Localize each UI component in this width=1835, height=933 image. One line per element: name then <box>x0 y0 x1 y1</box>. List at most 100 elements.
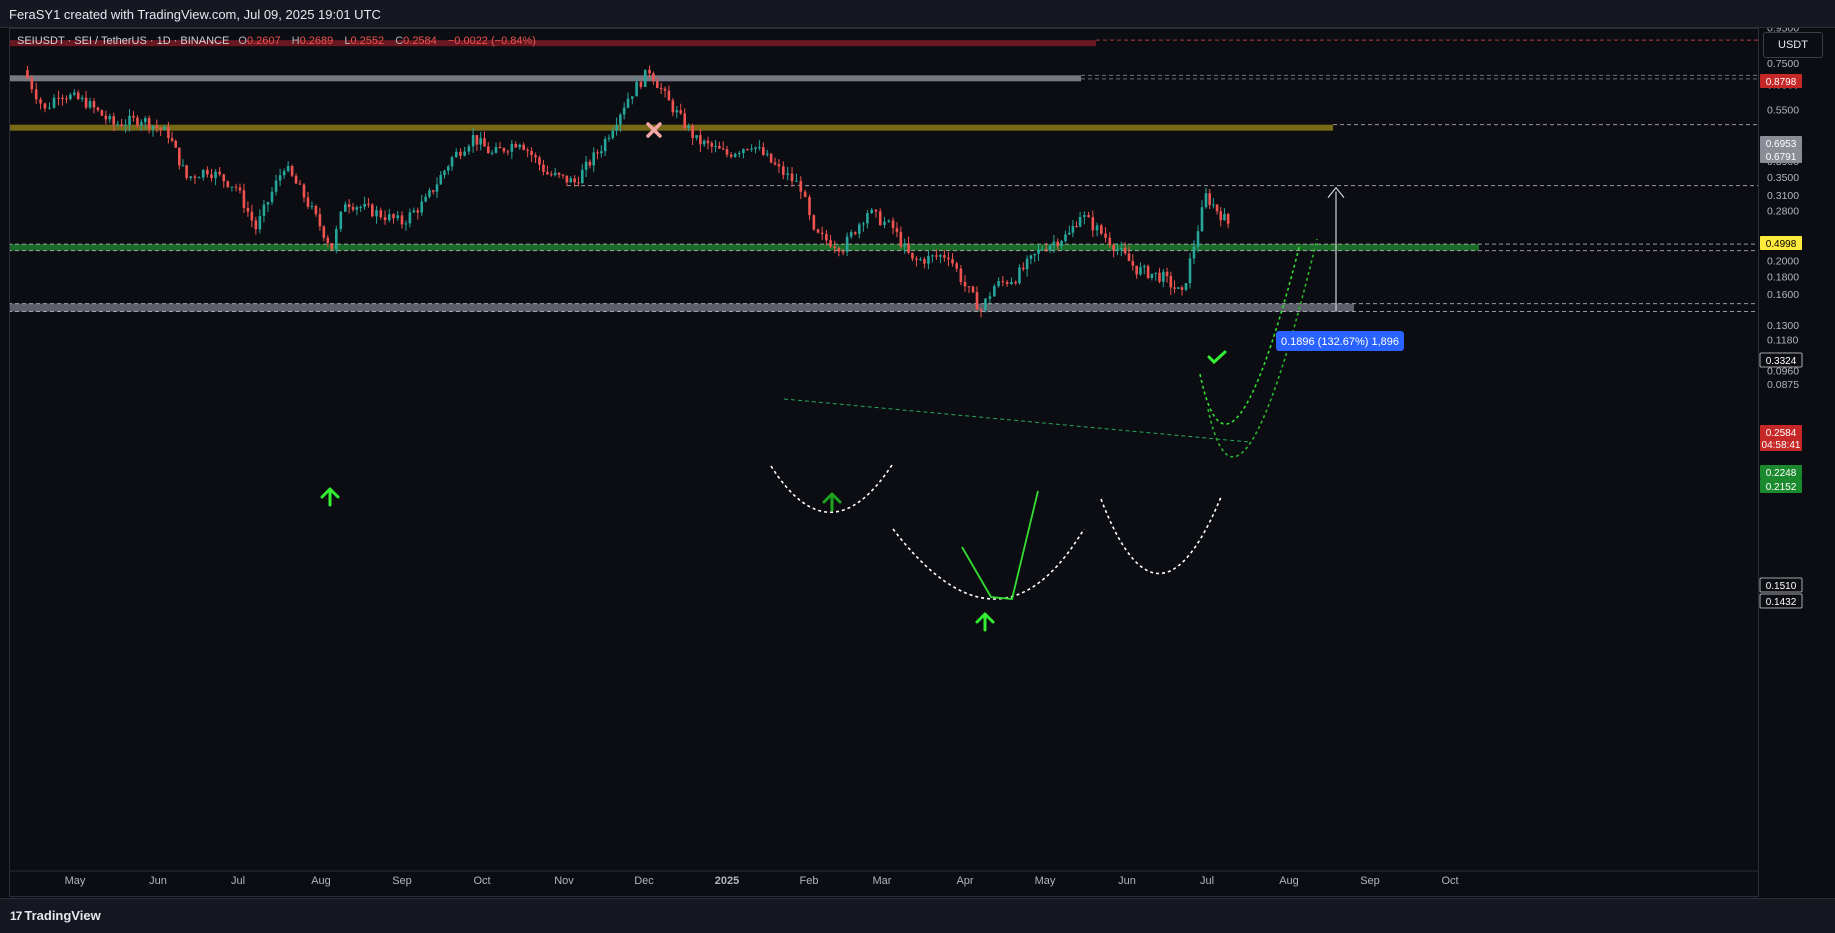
candle-body <box>506 151 510 153</box>
candle-body <box>733 153 737 157</box>
time-axis-label: May <box>65 875 86 887</box>
price-chart[interactable]: 0.1896 (132.67%) 1,896 May Jun Jul Aug Sep Oct… <box>10 29 1759 897</box>
candle-body <box>829 240 832 247</box>
candle-body <box>351 206 355 210</box>
candle-body <box>915 258 918 260</box>
low-value: 0.2552 <box>350 35 385 47</box>
candle-body <box>675 110 679 113</box>
zone-support[interactable] <box>10 244 1479 251</box>
candle-body <box>1078 216 1082 227</box>
candle-body <box>923 259 926 264</box>
candle-body <box>80 97 84 100</box>
candle-body <box>714 146 717 148</box>
candle-body <box>655 81 659 88</box>
time-axis-label: Sep <box>392 875 412 887</box>
candle-body <box>870 209 873 214</box>
candle-body <box>1180 287 1184 290</box>
candle-body <box>463 151 466 156</box>
cross-icon <box>646 122 662 138</box>
candle-body <box>69 94 72 100</box>
candle-body <box>294 175 298 184</box>
time-axis-label: Oct <box>1441 875 1458 887</box>
measure-label-box[interactable] <box>1276 331 1404 351</box>
measure-arrowhead <box>1327 186 1345 199</box>
price-axis[interactable]: 0.95000.85000.75000.65000.55000.43000.39… <box>1759 23 1835 897</box>
candle-body <box>250 211 254 221</box>
candle-body <box>553 172 557 176</box>
candle-body <box>254 220 258 230</box>
zone-range-low[interactable] <box>10 303 1354 312</box>
candle-body <box>874 209 878 212</box>
candle-body <box>812 215 816 230</box>
symbol-title[interactable]: SEIUSDT · SEI / TetherUS · 1D · BINANCE <box>17 35 230 47</box>
candle-body <box>61 97 64 99</box>
candle-body <box>635 82 638 97</box>
open-label: O <box>238 35 247 47</box>
candle-body <box>383 217 387 221</box>
candle-body <box>931 255 934 257</box>
price-badge-text: 0.2248 <box>1766 468 1797 479</box>
candle-body <box>683 113 687 129</box>
right-shoulder-arc[interactable] <box>1100 496 1222 575</box>
footer-bar: 17 TradingView <box>0 898 1835 933</box>
candle-body <box>147 118 151 130</box>
time-axis-label: Mar <box>873 875 892 887</box>
candle-body <box>359 206 363 208</box>
candle-body <box>857 224 861 234</box>
candle-body <box>57 97 60 99</box>
candle-body <box>607 137 611 139</box>
candle-body <box>1215 204 1219 212</box>
candle-body <box>1139 267 1142 275</box>
candle-body <box>201 169 205 178</box>
time-axis-label: Aug <box>311 875 331 887</box>
candle-body <box>335 229 338 250</box>
zone-range-high[interactable] <box>10 75 1081 82</box>
candle-body <box>1064 234 1067 242</box>
price-axis-tick: 0.7500 <box>1767 58 1799 70</box>
candle-body <box>671 100 675 113</box>
left-shoulder-arc[interactable] <box>770 464 893 514</box>
candle-body <box>1226 213 1230 224</box>
candle-body <box>833 246 837 249</box>
top-bar: FeraSY1 created with TradingView.com, Ju… <box>0 0 1835 28</box>
price-badge-text: 0.4998 <box>1766 239 1797 250</box>
zone-resistance[interactable] <box>10 40 1096 47</box>
candle-body <box>1123 247 1127 254</box>
candle-body <box>1120 247 1123 250</box>
price-badge <box>1760 479 1802 493</box>
candle-body <box>777 164 781 167</box>
candle-body <box>404 223 408 225</box>
zone-target[interactable] <box>10 124 1333 131</box>
candle-body <box>181 165 185 167</box>
candle-body <box>899 231 903 247</box>
candle-body <box>1108 237 1112 246</box>
projection-arc-1[interactable] <box>1199 243 1301 425</box>
candle-body <box>459 151 462 156</box>
candle-body <box>174 140 177 148</box>
candle-body <box>725 149 729 155</box>
head-arc[interactable] <box>892 528 1085 600</box>
candle-body <box>1135 265 1138 275</box>
trendline[interactable] <box>783 398 1250 443</box>
candle-body <box>52 97 56 108</box>
candle-body <box>1033 253 1037 256</box>
v-path[interactable] <box>961 490 1039 600</box>
candle-body <box>765 153 769 155</box>
candle-body <box>34 89 38 100</box>
candle-body <box>1095 225 1099 231</box>
candle-body <box>1146 266 1150 278</box>
chart-pane[interactable]: 0.1896 (132.67%) 1,896 May Jun Jul Aug Sep Oct… <box>9 28 1759 897</box>
candle-body <box>825 233 828 241</box>
tradingview-logo[interactable]: 17 TradingView <box>10 908 101 923</box>
candle-body <box>786 173 789 175</box>
candle-body <box>339 211 343 230</box>
price-badge-text: 04:58:41 <box>1762 440 1801 451</box>
currency-button[interactable]: USDT <box>1763 32 1823 58</box>
projection-arc-2[interactable] <box>1207 238 1318 458</box>
candle-body <box>392 214 395 219</box>
price-badge-text: 0.8798 <box>1766 77 1797 88</box>
candle-body <box>1005 281 1009 284</box>
candle-body <box>883 221 886 226</box>
candle-body <box>955 263 958 269</box>
measure-label-text: 0.1896 (132.67%) 1,896 <box>1281 336 1399 348</box>
